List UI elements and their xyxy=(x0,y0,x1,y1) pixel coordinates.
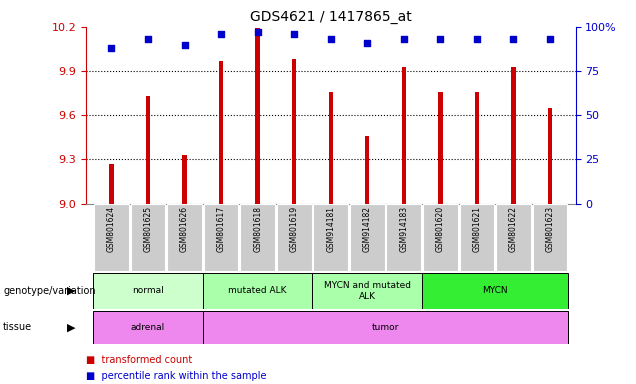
Text: GSM801623: GSM801623 xyxy=(546,205,555,252)
Bar xyxy=(496,204,531,271)
Bar xyxy=(460,204,494,271)
Bar xyxy=(422,273,569,309)
Text: ▶: ▶ xyxy=(67,322,75,333)
Bar xyxy=(183,155,187,204)
Text: GSM914181: GSM914181 xyxy=(326,205,335,252)
Bar xyxy=(532,204,567,271)
Text: GSM801626: GSM801626 xyxy=(180,205,189,252)
Point xyxy=(216,31,226,37)
Bar xyxy=(219,61,223,204)
Bar xyxy=(203,311,569,344)
Point xyxy=(508,36,518,42)
Point xyxy=(326,36,336,42)
Point xyxy=(435,36,445,42)
Text: tissue: tissue xyxy=(3,322,32,333)
Bar xyxy=(423,204,458,271)
Title: GDS4621 / 1417865_at: GDS4621 / 1417865_at xyxy=(250,10,411,25)
Text: GSM801620: GSM801620 xyxy=(436,205,445,252)
Text: GSM914183: GSM914183 xyxy=(399,205,408,252)
Bar xyxy=(130,204,165,271)
Bar xyxy=(94,204,129,271)
Bar xyxy=(365,136,370,204)
Point xyxy=(179,41,190,48)
Bar xyxy=(93,311,203,344)
Bar xyxy=(167,204,202,271)
Text: GSM801619: GSM801619 xyxy=(289,205,299,252)
Text: GSM801624: GSM801624 xyxy=(107,205,116,252)
Point xyxy=(106,45,116,51)
Bar xyxy=(329,92,333,204)
Bar xyxy=(93,273,203,309)
Text: MYCN and mutated
ALK: MYCN and mutated ALK xyxy=(324,281,411,301)
Bar xyxy=(474,92,479,204)
Bar xyxy=(292,59,296,204)
Point xyxy=(252,29,263,35)
Point xyxy=(143,36,153,42)
Bar xyxy=(277,204,312,271)
Text: MYCN: MYCN xyxy=(482,286,508,295)
Text: ▶: ▶ xyxy=(67,286,75,296)
Point xyxy=(362,40,372,46)
Bar xyxy=(312,273,422,309)
Text: GSM801618: GSM801618 xyxy=(253,205,262,252)
Bar xyxy=(204,204,238,271)
Text: ■  percentile rank within the sample: ■ percentile rank within the sample xyxy=(86,371,266,381)
Bar xyxy=(256,28,260,204)
Point xyxy=(545,36,555,42)
Text: normal: normal xyxy=(132,286,164,295)
Text: GSM801621: GSM801621 xyxy=(473,205,481,252)
Bar xyxy=(350,204,385,271)
Bar xyxy=(203,273,312,309)
Point xyxy=(472,36,482,42)
Bar xyxy=(401,66,406,204)
Text: adrenal: adrenal xyxy=(131,323,165,332)
Text: GSM801617: GSM801617 xyxy=(217,205,226,252)
Text: GSM914182: GSM914182 xyxy=(363,205,372,252)
Bar xyxy=(387,204,421,271)
Bar xyxy=(146,96,150,204)
Bar xyxy=(240,204,275,271)
Point xyxy=(399,36,409,42)
Text: GSM801625: GSM801625 xyxy=(144,205,153,252)
Bar xyxy=(548,108,552,204)
Bar xyxy=(438,92,443,204)
Text: GSM801622: GSM801622 xyxy=(509,205,518,252)
Text: mutated ALK: mutated ALK xyxy=(228,286,287,295)
Point xyxy=(289,31,300,37)
Bar xyxy=(511,66,516,204)
Text: genotype/variation: genotype/variation xyxy=(3,286,96,296)
Bar xyxy=(109,164,114,204)
Text: ■  transformed count: ■ transformed count xyxy=(86,355,192,365)
Bar xyxy=(314,204,348,271)
Text: tumor: tumor xyxy=(372,323,399,332)
